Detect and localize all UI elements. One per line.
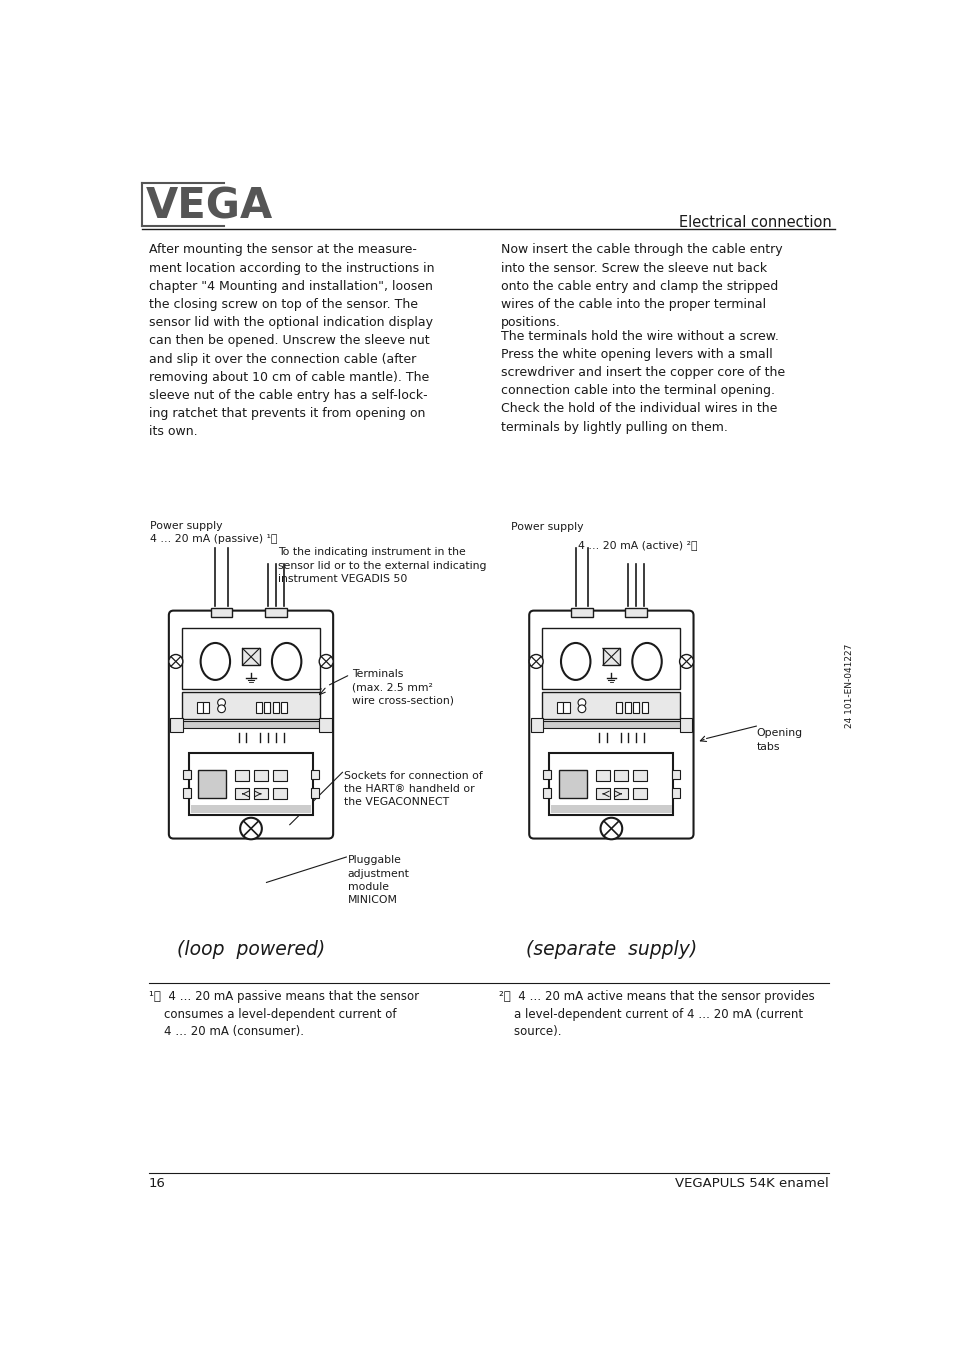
Text: Terminals
(max. 2.5 mm²
wire cross-section): Terminals (max. 2.5 mm² wire cross-secti… (352, 669, 454, 705)
Text: 24 101-EN-041227: 24 101-EN-041227 (844, 645, 853, 728)
Ellipse shape (560, 643, 590, 680)
Ellipse shape (200, 643, 230, 680)
Bar (311, 770, 319, 780)
Bar (171, 718, 183, 731)
Bar (235, 770, 249, 781)
Text: The terminals hold the wire without a screw.
Press the white opening levers with: The terminals hold the wire without a sc… (500, 329, 784, 433)
Bar (311, 788, 319, 798)
Circle shape (578, 705, 585, 712)
Bar (182, 627, 319, 689)
Bar (273, 701, 278, 712)
Text: VEGAPULS 54K enamel: VEGAPULS 54K enamel (675, 1177, 828, 1190)
Bar (602, 649, 619, 665)
Bar (542, 788, 550, 798)
Bar (550, 806, 671, 814)
Circle shape (169, 654, 183, 669)
Text: After mounting the sensor at the measure-
ment location according to the instruc: After mounting the sensor at the measure… (149, 244, 434, 439)
Circle shape (217, 705, 225, 712)
Text: Pluggable
adjustment
module
MINICOM: Pluggable adjustment module MINICOM (348, 856, 410, 904)
Bar (196, 701, 203, 712)
Bar (539, 720, 682, 728)
Ellipse shape (632, 643, 661, 680)
Bar (530, 718, 542, 731)
Text: VEGA: VEGA (146, 185, 273, 227)
Bar (616, 701, 621, 712)
Bar (179, 720, 322, 728)
Text: (separate  supply): (separate supply) (525, 940, 697, 959)
Bar (191, 806, 311, 814)
Bar (596, 788, 609, 799)
Bar (542, 627, 679, 689)
Bar (273, 770, 286, 781)
Bar (633, 770, 646, 781)
Circle shape (217, 699, 225, 707)
Bar (281, 701, 287, 712)
Bar (614, 788, 628, 799)
Text: 16: 16 (149, 1177, 166, 1190)
Bar (183, 788, 191, 798)
Circle shape (529, 654, 542, 669)
Bar (624, 701, 630, 712)
Bar (203, 701, 209, 712)
Bar (641, 701, 647, 712)
Bar (253, 770, 268, 781)
Bar (242, 649, 259, 665)
Bar (571, 608, 592, 617)
Bar (542, 692, 679, 719)
Text: Electrical connection: Electrical connection (679, 215, 831, 230)
Bar (542, 770, 550, 780)
Circle shape (319, 654, 333, 669)
Bar (319, 718, 332, 731)
Text: ¹⧸  4 … 20 mA passive means that the sensor
    consumes a level-dependent curre: ¹⧸ 4 … 20 mA passive means that the sens… (149, 990, 418, 1039)
Bar (596, 770, 609, 781)
Text: Now insert the cable through the cable entry
into the sensor. Screw the sleeve n: Now insert the cable through the cable e… (500, 244, 781, 329)
Bar (614, 770, 628, 781)
FancyBboxPatch shape (529, 611, 693, 838)
Text: Opening
tabs: Opening tabs (756, 728, 801, 751)
Bar (549, 753, 673, 815)
Bar (562, 701, 569, 712)
Bar (264, 701, 270, 712)
Circle shape (679, 654, 693, 669)
Text: Power supply
4 … 20 mA (passive) ¹⧸: Power supply 4 … 20 mA (passive) ¹⧸ (150, 520, 277, 544)
Text: Sockets for connection of
the HART® handheld or
the VEGACONNECT: Sockets for connection of the HART® hand… (344, 770, 482, 807)
Text: To the indicating instrument in the
sensor lid or to the external indicating
ins: To the indicating instrument in the sens… (278, 547, 486, 584)
Bar (265, 608, 286, 617)
Ellipse shape (272, 643, 301, 680)
Bar (183, 770, 191, 780)
Circle shape (578, 699, 585, 707)
Circle shape (240, 818, 261, 839)
Bar (235, 788, 249, 799)
Bar (624, 608, 646, 617)
Bar (273, 788, 286, 799)
Bar (182, 692, 319, 719)
Bar (671, 788, 679, 798)
Bar (633, 788, 646, 799)
Bar (679, 718, 691, 731)
Bar (558, 770, 586, 798)
Bar (142, 183, 224, 226)
Text: 4 … 20 mA (active) ²⧸: 4 … 20 mA (active) ²⧸ (578, 540, 697, 550)
Bar (211, 608, 233, 617)
Text: (loop  powered): (loop powered) (176, 940, 325, 959)
Bar (671, 770, 679, 780)
FancyBboxPatch shape (169, 611, 333, 838)
Bar (633, 701, 639, 712)
Circle shape (599, 818, 621, 839)
Bar (189, 753, 313, 815)
Text: Power supply: Power supply (511, 523, 583, 532)
Bar (255, 701, 261, 712)
Bar (198, 770, 226, 798)
Bar (557, 701, 562, 712)
Text: ²⧸  4 … 20 mA active means that the sensor provides
    a level-dependent curren: ²⧸ 4 … 20 mA active means that the senso… (498, 990, 814, 1039)
Bar (253, 788, 268, 799)
